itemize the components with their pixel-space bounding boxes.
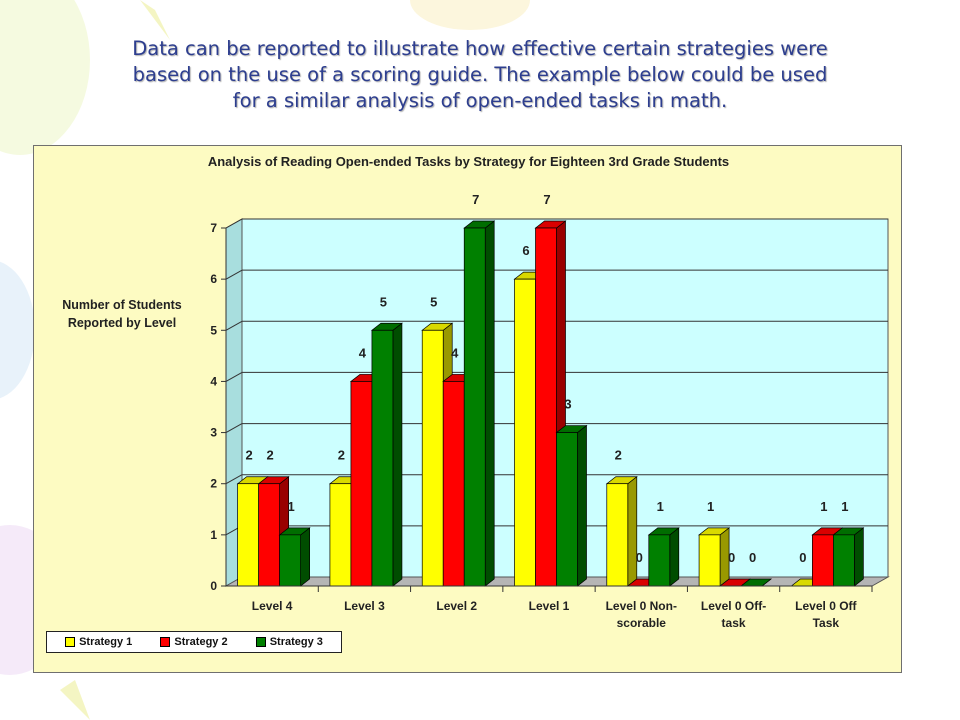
- bar-3-1: [535, 227, 557, 587]
- data-label-6-0: 0: [799, 550, 806, 565]
- legend-label-2: Strategy 2: [174, 636, 228, 648]
- bar-side-2-2: [484, 220, 495, 587]
- data-label-3-2: 3: [564, 397, 571, 412]
- bar-4-0: [606, 483, 629, 587]
- gridline-side-7: [225, 218, 243, 229]
- data-label-4-2: 1: [657, 499, 664, 514]
- bar-3-0: [514, 278, 536, 587]
- gridline-side-6: [225, 269, 243, 280]
- gridline-side-2: [225, 474, 243, 485]
- x-tick-label-5: Level 0 Off-: [701, 599, 766, 613]
- bar-0-2: [279, 534, 301, 587]
- data-label-6-2: 1: [841, 499, 848, 514]
- bar-0-1: [258, 483, 280, 587]
- x-tick-label-6: Level 0 Off: [795, 599, 857, 613]
- y-tick-label-2: 2: [210, 477, 217, 491]
- chart-title: Analysis of Reading Open-ended Tasks by …: [207, 154, 730, 169]
- bar-side-6-2: [854, 527, 864, 587]
- x-tick-label-5-1: task: [722, 616, 746, 630]
- legend-label-3: Strategy 3: [269, 636, 323, 648]
- gridline-side-4: [225, 371, 243, 382]
- data-label-6-1: 1: [820, 499, 827, 514]
- y-tick-label-3: 3: [210, 426, 217, 440]
- bar-6-1: [812, 534, 834, 587]
- x-tick-label-2: Level 2: [436, 599, 477, 613]
- y-axis-title: Number of Students Reported by Level: [62, 298, 182, 330]
- data-label-5-1: 0: [728, 550, 735, 565]
- bar-5-0: [698, 534, 721, 587]
- bar-2-2: [463, 227, 486, 587]
- data-label-2-0: 5: [430, 294, 437, 309]
- data-label-3-0: 6: [522, 243, 529, 258]
- y-tick-label-6: 6: [210, 272, 217, 286]
- data-label-4-1: 0: [636, 550, 643, 565]
- y-tick-label-5: 5: [210, 323, 217, 337]
- x-tick-label-3: Level 1: [529, 599, 570, 613]
- x-tick-label-4: Level 0 Non-: [606, 599, 677, 613]
- legend-label-1: Strategy 1: [79, 636, 133, 648]
- bar-side-3-2: [577, 424, 587, 587]
- data-label-5-2: 0: [749, 550, 756, 565]
- data-label-0-2: 1: [288, 499, 295, 514]
- data-label-1-2: 5: [380, 294, 387, 309]
- bar-side-1-2: [392, 322, 403, 587]
- legend-item-2: Strategy 2: [160, 636, 228, 648]
- x-tick-label-4-1: scorable: [617, 616, 667, 630]
- y-tick-label-4: 4: [210, 374, 217, 388]
- legend-swatch-1: [65, 637, 76, 647]
- y-tick-label-0: 0: [210, 579, 217, 593]
- bar-side-0-2: [300, 527, 310, 587]
- caption-line-1: Data can be reported to illustrate how e…: [132, 37, 828, 60]
- bar-1-1: [350, 381, 373, 587]
- y-tick-label-7: 7: [210, 221, 217, 235]
- bar-0-0: [237, 483, 259, 587]
- x-tick-label-1: Level 3: [344, 599, 385, 613]
- legend-swatch-3: [255, 637, 266, 647]
- gridline-side-5: [225, 320, 243, 331]
- data-label-0-0: 2: [246, 448, 253, 463]
- bar-6-2: [833, 534, 855, 587]
- data-label-4-0: 2: [615, 448, 622, 463]
- data-label-1-1: 4: [359, 345, 367, 360]
- gridline-side-3: [225, 423, 243, 434]
- bar-1-2: [371, 329, 394, 587]
- bar-side-4-0: [627, 475, 638, 587]
- legend-item-3: Strategy 3: [255, 636, 323, 648]
- bar-4-2: [648, 534, 671, 587]
- x-tick-label-0: Level 4: [252, 599, 293, 613]
- chart-legend: Strategy 1 Strategy 2 Strategy 3: [46, 631, 342, 653]
- bar-3-2: [556, 432, 578, 587]
- slide-caption: Data can be reported to illustrate how e…: [40, 36, 920, 114]
- bar-2-1: [442, 381, 465, 587]
- bar-2-0: [421, 329, 444, 587]
- data-label-3-1: 7: [543, 192, 550, 207]
- x-tick-label-6-1: Task: [813, 616, 840, 630]
- legend-swatch-2: [160, 637, 171, 647]
- caption-line-2: based on the use of a scoring guide. The…: [132, 63, 828, 86]
- data-label-2-2: 7: [472, 192, 479, 207]
- bar-side-4-2: [669, 527, 680, 587]
- caption-line-3: for a similar analysis of open-ended tas…: [232, 89, 728, 112]
- data-label-2-1: 4: [451, 345, 459, 360]
- y-tick-label-1: 1: [210, 528, 217, 542]
- data-label-1-0: 2: [338, 448, 345, 463]
- bar-1-0: [329, 483, 352, 587]
- data-label-0-1: 2: [267, 448, 274, 463]
- data-label-5-0: 1: [707, 499, 714, 514]
- legend-item-1: Strategy 1: [65, 636, 132, 648]
